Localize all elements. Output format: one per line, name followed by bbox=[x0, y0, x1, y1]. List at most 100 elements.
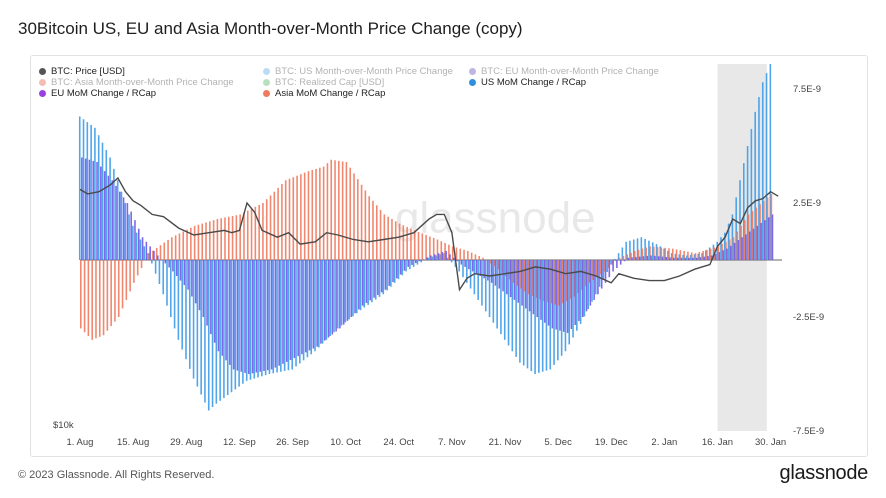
bar-asia bbox=[262, 203, 264, 261]
bar-asia bbox=[357, 179, 359, 261]
bar-us bbox=[503, 260, 506, 340]
bar-asia bbox=[402, 225, 405, 261]
legend-item[interactable]: BTC: US Month-over-Month Price Change bbox=[263, 66, 453, 77]
legend-item[interactable]: US MoM Change / RCap bbox=[469, 77, 586, 88]
bar-us bbox=[371, 260, 373, 303]
bar-eu bbox=[506, 260, 508, 295]
bar-us bbox=[238, 260, 240, 387]
bar-asia bbox=[288, 178, 291, 261]
bar-eu bbox=[756, 225, 759, 261]
bar-asia bbox=[258, 204, 260, 261]
bar-us bbox=[742, 163, 745, 261]
bar-eu bbox=[308, 260, 311, 351]
bar-asia bbox=[558, 260, 560, 306]
x-tick-label: 29. Aug bbox=[170, 437, 202, 448]
bar-us bbox=[82, 119, 85, 261]
bar-eu bbox=[267, 260, 269, 371]
bar-asia bbox=[398, 223, 401, 261]
bar-us bbox=[268, 260, 271, 375]
legend-marker bbox=[263, 90, 270, 97]
bar-us bbox=[488, 260, 491, 318]
legend-item[interactable]: BTC: Realized Cap [USD] bbox=[263, 77, 384, 88]
bar-asia bbox=[140, 260, 143, 269]
bar-us bbox=[409, 260, 411, 270]
bar-asia bbox=[493, 260, 496, 267]
bar-eu bbox=[316, 260, 318, 347]
y-tick-label: 7.5E-9 bbox=[793, 84, 821, 95]
copyright: © 2023 Glassnode. All Rights Reserved. bbox=[18, 469, 215, 481]
bar-us bbox=[261, 260, 263, 377]
bar-us bbox=[568, 260, 571, 345]
legend-label: EU MoM Change / RCap bbox=[51, 88, 157, 99]
bar-asia bbox=[91, 260, 93, 340]
bar-us bbox=[177, 260, 180, 340]
bar-us bbox=[686, 255, 688, 261]
bar-us bbox=[173, 260, 176, 329]
bar-us bbox=[538, 260, 540, 373]
bar-asia bbox=[740, 225, 742, 261]
bar-us bbox=[606, 260, 608, 273]
bar-eu bbox=[585, 260, 588, 312]
bar-asia bbox=[174, 235, 177, 261]
bar-us bbox=[234, 260, 237, 390]
bar-us bbox=[196, 260, 199, 387]
legend-item[interactable]: Asia MoM Change / RCap bbox=[263, 88, 385, 99]
bar-eu bbox=[430, 255, 432, 261]
bar-asia bbox=[634, 250, 636, 261]
chart-card: BTC: Price [USD] BTC: US Month-over-Month… bbox=[30, 55, 868, 457]
bar-asia bbox=[763, 200, 765, 261]
bar-eu bbox=[411, 260, 413, 265]
bar-asia bbox=[508, 260, 511, 280]
bar-eu bbox=[134, 220, 136, 261]
bar-us bbox=[386, 260, 388, 291]
bar-asia bbox=[550, 260, 553, 304]
bar-asia bbox=[379, 209, 382, 261]
bar-asia bbox=[391, 219, 393, 261]
bar-us bbox=[276, 260, 278, 373]
bar-eu bbox=[581, 260, 584, 318]
bar-eu bbox=[513, 260, 516, 300]
bar-us bbox=[86, 122, 89, 261]
bar-eu bbox=[373, 260, 375, 298]
bar-asia bbox=[554, 260, 556, 305]
bar-asia bbox=[98, 260, 101, 337]
bar-us bbox=[101, 142, 104, 261]
bar-us bbox=[352, 260, 354, 317]
bar-eu bbox=[285, 260, 288, 362]
legend-item[interactable]: BTC: EU Month-over-Month Price Change bbox=[469, 66, 659, 77]
bars-layer bbox=[78, 64, 774, 411]
bar-us bbox=[515, 260, 517, 357]
bar-eu bbox=[289, 260, 292, 360]
legend-item[interactable]: BTC: Asia Month-over-Month Price Change bbox=[39, 77, 234, 88]
bar-asia bbox=[106, 260, 109, 331]
bar-us bbox=[158, 260, 161, 284]
x-tick-label: 19. Dec bbox=[595, 437, 628, 448]
bar-asia bbox=[607, 260, 610, 269]
bar-eu bbox=[153, 250, 155, 261]
legend-item[interactable]: BTC: Price [USD] bbox=[39, 66, 125, 77]
bar-asia bbox=[303, 172, 306, 261]
bar-us bbox=[731, 214, 734, 261]
bar-asia bbox=[542, 260, 545, 302]
bar-asia bbox=[394, 221, 397, 261]
bar-asia bbox=[728, 239, 731, 261]
bar-asia bbox=[152, 250, 154, 261]
bar-eu bbox=[84, 158, 87, 261]
bar-us bbox=[705, 250, 707, 261]
bar-asia bbox=[482, 257, 484, 261]
bar-asia bbox=[235, 215, 238, 261]
bar-eu bbox=[327, 260, 330, 338]
bar-us bbox=[340, 260, 343, 326]
bar-eu bbox=[475, 260, 478, 274]
legend-item[interactable]: EU MoM Change / RCap bbox=[39, 88, 156, 99]
bar-us bbox=[416, 260, 419, 265]
bar-asia bbox=[588, 260, 591, 283]
bar-us bbox=[113, 168, 115, 261]
bar-asia bbox=[144, 260, 147, 261]
bar-eu bbox=[456, 260, 459, 262]
bar-asia bbox=[383, 214, 386, 261]
bar-asia bbox=[296, 175, 298, 261]
bar-asia bbox=[220, 218, 222, 261]
bar-eu bbox=[710, 255, 713, 261]
bar-us bbox=[215, 260, 218, 404]
